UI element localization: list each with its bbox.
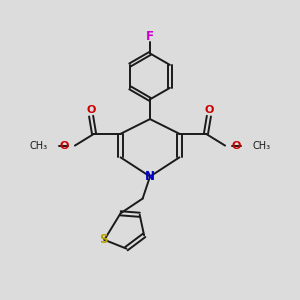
Text: F: F bbox=[146, 30, 154, 43]
Text: O: O bbox=[232, 141, 241, 151]
Text: N: N bbox=[145, 170, 155, 183]
Text: O: O bbox=[86, 105, 96, 115]
Text: CH₃: CH₃ bbox=[29, 141, 47, 151]
Text: S: S bbox=[99, 233, 107, 246]
Text: CH₃: CH₃ bbox=[253, 141, 271, 151]
Text: O: O bbox=[59, 141, 68, 151]
Text: O: O bbox=[204, 105, 214, 115]
